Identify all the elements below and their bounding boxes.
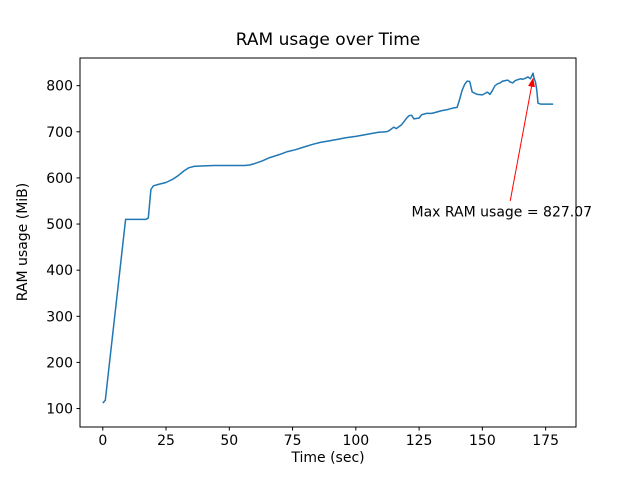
tick-label: 150 bbox=[469, 433, 496, 449]
max-annotation: Max RAM usage = 827.07 bbox=[412, 77, 593, 221]
tick-label: 50 bbox=[220, 433, 238, 449]
tick-label: 100 bbox=[342, 433, 369, 449]
tick-label: 125 bbox=[406, 433, 433, 449]
x-axis-label: Time (sec) bbox=[290, 450, 364, 466]
tick-label: 400 bbox=[46, 263, 73, 279]
tick-label: 0 bbox=[98, 433, 107, 449]
plot-area bbox=[80, 58, 576, 427]
ram-usage-line bbox=[102, 72, 554, 404]
tick-label: 300 bbox=[46, 309, 73, 325]
tick-label: 25 bbox=[157, 433, 175, 449]
tick-label: 75 bbox=[284, 433, 302, 449]
tick-label: 175 bbox=[532, 433, 559, 449]
chart-title: RAM usage over Time bbox=[236, 30, 420, 50]
axis-ticks: 0 25 50 75 100 125 150 175 100 200 300 400 500 600 700… bbox=[46, 79, 559, 449]
series-group bbox=[102, 72, 554, 404]
tick-label: 100 bbox=[46, 402, 73, 418]
y-axis-label: RAM usage (MiB) bbox=[15, 183, 31, 301]
tick-label: 500 bbox=[46, 217, 73, 233]
annotation-label: Max RAM usage = 827.07 bbox=[412, 205, 593, 221]
annotation-arrow bbox=[509, 77, 535, 202]
tick-label: 800 bbox=[46, 79, 73, 95]
axes-spines bbox=[79, 57, 577, 428]
tick-label: 200 bbox=[46, 355, 73, 371]
tick-label: 700 bbox=[46, 125, 73, 141]
tick-label: 600 bbox=[46, 171, 73, 187]
